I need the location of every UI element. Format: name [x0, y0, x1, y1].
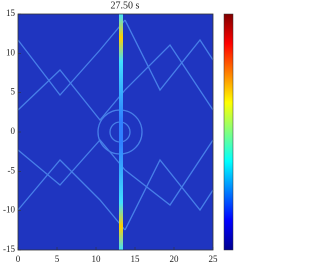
y-tick-label: 10 — [6, 47, 16, 57]
y-tick-label: 5 — [11, 87, 16, 97]
y-tick-label: -10 — [3, 205, 15, 215]
chart: 27.50 s 0 5 10 15 20 25 -15 -10 -5 0 5 10 15 — [3, 0, 234, 264]
x-tick-label: 20 — [170, 254, 180, 264]
x-tick-label: 10 — [92, 254, 102, 264]
y-tick-label: -5 — [8, 165, 16, 175]
y-tick-label: 15 — [6, 8, 16, 18]
x-tick-label: 15 — [131, 254, 141, 264]
x-tick-label: 25 — [209, 254, 219, 264]
field — [17, 14, 214, 250]
y-tick-label: -15 — [3, 244, 15, 254]
x-tick-label: 5 — [55, 254, 60, 264]
chart-title: 27.50 s — [111, 0, 140, 11]
y-tick-label: 0 — [11, 126, 16, 136]
field-background — [18, 14, 213, 250]
x-tick-label: 0 — [16, 254, 21, 264]
beam — [119, 14, 123, 250]
colorbar — [223, 13, 234, 251]
